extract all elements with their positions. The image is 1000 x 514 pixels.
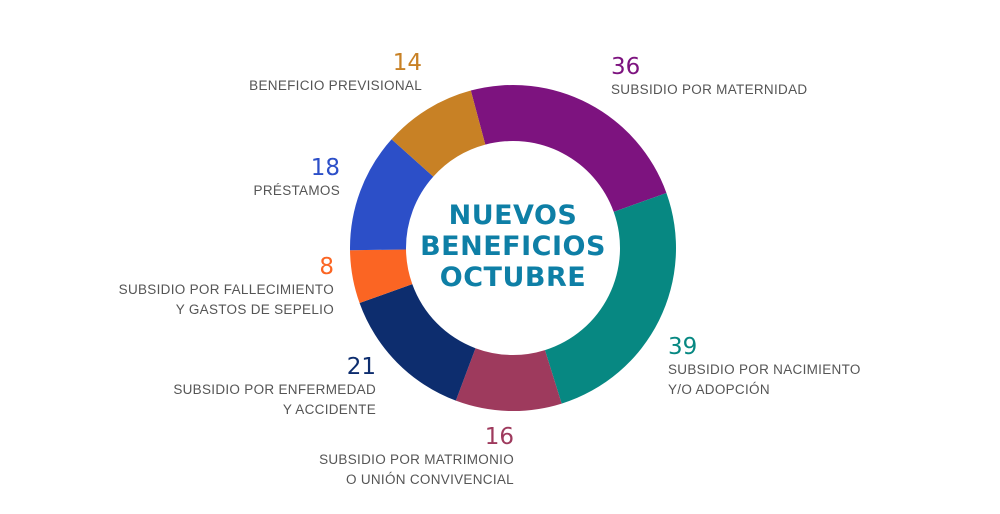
segment-name: BENEFICIO PREVISIONAL xyxy=(249,78,422,93)
segment-name: SUBSIDIO POR MATERNIDAD xyxy=(611,82,808,97)
chart-title-line: BENEFICIOS xyxy=(420,231,606,262)
segment-label-maternidad: 36 SUBSIDIO POR MATERNIDAD xyxy=(611,54,807,100)
segment-value: 18 xyxy=(310,155,340,181)
segment-name: SUBSIDIO POR ENFERMEDAD xyxy=(173,382,376,397)
chart-title: NUEVOS BENEFICIOS OCTUBRE xyxy=(413,200,613,293)
segment-value: 16 xyxy=(484,424,514,450)
donut-slice-previsional xyxy=(391,90,486,177)
segment-value: 36 xyxy=(611,54,641,80)
donut-slice-prestamos xyxy=(350,139,434,251)
donut-slice-nacimiento xyxy=(544,192,676,404)
segment-label-nacimiento: 39 SUBSIDIO POR NACIMIENTO Y/O ADOPCIÓN xyxy=(668,334,861,400)
segment-label-matrimonio: 16 SUBSIDIO POR MATRIMONIO O UNIÓN CONVI… xyxy=(319,424,514,490)
donut-slice-enfermedad xyxy=(359,284,476,401)
segment-name: O UNIÓN CONVIVENCIAL xyxy=(345,472,514,487)
segment-value: 14 xyxy=(392,50,422,76)
segment-label-prestamos: 18 PRÉSTAMOS xyxy=(254,155,340,201)
segment-label-fallecimiento: 8 SUBSIDIO POR FALLECIMIENTO Y GASTOS DE… xyxy=(119,254,334,320)
donut-slice-matrimonio xyxy=(455,348,562,412)
segment-value: 21 xyxy=(346,354,376,380)
segment-name: SUBSIDIO POR NACIMIENTO xyxy=(668,362,861,377)
donut-slice-maternidad xyxy=(470,85,667,212)
segment-label-enfermedad: 21 SUBSIDIO POR ENFERMEDAD Y ACCIDENTE xyxy=(173,354,376,420)
segment-name: Y ACCIDENTE xyxy=(282,402,376,417)
segment-name: PRÉSTAMOS xyxy=(253,183,340,198)
segment-name: SUBSIDIO POR FALLECIMIENTO xyxy=(118,282,334,297)
segment-value: 39 xyxy=(668,334,698,360)
chart-title-line: OCTUBRE xyxy=(439,262,587,293)
chart-title-line: NUEVOS xyxy=(448,200,578,231)
segment-name: SUBSIDIO POR MATRIMONIO xyxy=(319,452,514,467)
segment-value: 8 xyxy=(319,254,334,280)
segment-label-previsional: 14 BENEFICIO PREVISIONAL xyxy=(249,50,422,96)
segment-name: Y/O ADOPCIÓN xyxy=(668,382,770,397)
segment-name: Y GASTOS DE SEPELIO xyxy=(175,302,334,317)
donut-slice-fallecimiento xyxy=(350,249,413,304)
